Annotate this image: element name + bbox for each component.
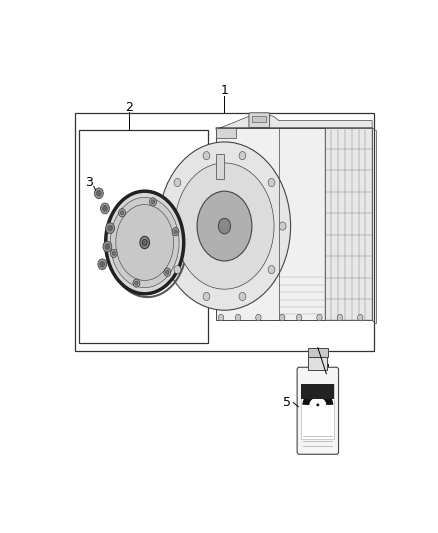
Ellipse shape bbox=[137, 232, 152, 253]
Bar bbox=[252, 116, 266, 122]
Circle shape bbox=[95, 188, 103, 199]
Ellipse shape bbox=[159, 142, 290, 310]
Circle shape bbox=[357, 314, 363, 321]
Ellipse shape bbox=[142, 239, 147, 246]
Circle shape bbox=[174, 265, 181, 273]
Ellipse shape bbox=[121, 212, 168, 273]
Circle shape bbox=[163, 222, 170, 230]
Circle shape bbox=[102, 206, 107, 211]
Ellipse shape bbox=[110, 197, 179, 288]
Circle shape bbox=[150, 198, 156, 206]
Circle shape bbox=[133, 279, 140, 287]
Circle shape bbox=[96, 190, 101, 196]
Bar bbox=[307, 349, 328, 358]
Circle shape bbox=[203, 151, 210, 160]
Ellipse shape bbox=[219, 219, 230, 234]
Circle shape bbox=[105, 244, 110, 249]
Circle shape bbox=[110, 249, 117, 257]
Ellipse shape bbox=[127, 219, 162, 266]
Polygon shape bbox=[216, 127, 372, 320]
Circle shape bbox=[268, 179, 275, 187]
Circle shape bbox=[164, 268, 171, 276]
Circle shape bbox=[135, 281, 138, 285]
Circle shape bbox=[174, 179, 181, 187]
Bar bbox=[301, 384, 335, 399]
Circle shape bbox=[279, 222, 286, 230]
Ellipse shape bbox=[140, 236, 149, 249]
Bar bbox=[325, 127, 372, 320]
Polygon shape bbox=[216, 114, 372, 130]
Text: 1: 1 bbox=[221, 84, 228, 97]
Bar bbox=[209, 214, 218, 238]
Bar bbox=[308, 358, 327, 370]
Circle shape bbox=[268, 265, 275, 273]
Circle shape bbox=[256, 314, 261, 321]
Circle shape bbox=[203, 293, 210, 301]
Circle shape bbox=[103, 241, 112, 252]
Circle shape bbox=[235, 314, 241, 321]
Bar bbox=[216, 127, 237, 138]
Circle shape bbox=[297, 314, 302, 321]
FancyBboxPatch shape bbox=[297, 367, 339, 454]
Text: 2: 2 bbox=[126, 101, 133, 114]
Text: 3: 3 bbox=[85, 176, 92, 189]
Circle shape bbox=[151, 200, 155, 204]
Circle shape bbox=[100, 261, 105, 267]
Ellipse shape bbox=[197, 191, 252, 261]
Circle shape bbox=[98, 259, 107, 270]
Circle shape bbox=[239, 293, 246, 301]
Circle shape bbox=[172, 228, 179, 236]
Circle shape bbox=[101, 203, 110, 214]
Circle shape bbox=[120, 211, 124, 215]
Circle shape bbox=[219, 314, 224, 321]
Ellipse shape bbox=[116, 205, 173, 280]
FancyBboxPatch shape bbox=[249, 113, 270, 127]
Circle shape bbox=[166, 270, 169, 274]
Ellipse shape bbox=[316, 403, 319, 406]
Circle shape bbox=[239, 151, 246, 160]
Circle shape bbox=[279, 314, 285, 321]
Ellipse shape bbox=[106, 191, 184, 294]
Ellipse shape bbox=[175, 163, 274, 289]
Bar bbox=[301, 384, 335, 440]
Text: 4: 4 bbox=[322, 363, 330, 376]
Bar bbox=[216, 154, 224, 179]
Bar bbox=[75, 113, 374, 351]
Circle shape bbox=[108, 225, 113, 231]
Ellipse shape bbox=[132, 226, 157, 259]
Circle shape bbox=[174, 230, 177, 233]
Text: 5: 5 bbox=[283, 396, 291, 409]
Circle shape bbox=[119, 208, 125, 217]
Circle shape bbox=[112, 252, 116, 255]
Circle shape bbox=[106, 223, 114, 233]
Circle shape bbox=[337, 314, 343, 321]
Circle shape bbox=[317, 314, 322, 321]
Bar bbox=[78, 130, 208, 343]
